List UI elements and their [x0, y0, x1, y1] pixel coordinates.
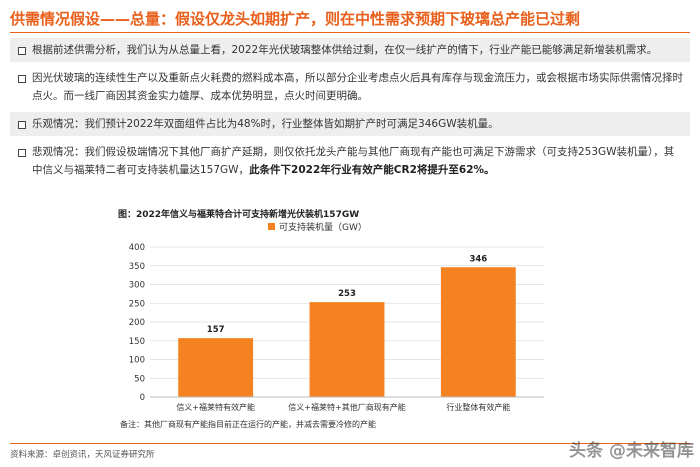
bullet-text: 悲观情况：我们假设极端情况下其他厂商扩产延期，则仅依托龙头产能与其他厂商现有产能… — [32, 146, 675, 176]
y-tick-label: 400 — [129, 243, 145, 253]
watermark: 头条 @未来智库 — [569, 441, 694, 461]
legend-label: 可支持装机量（GW） — [279, 221, 367, 233]
bar — [440, 267, 516, 397]
bullet-emphasis: 此条件下2022年行业有效产能CR2将提升至62%。 — [249, 164, 495, 176]
bar — [178, 338, 254, 397]
checkbox-bullet-icon — [18, 47, 26, 55]
page-title: 供需情况假设——总量：假设仅龙头如期扩产，则在中性需求预期下玻璃总产能已过剩 — [10, 10, 581, 28]
x-tick-label: 信义+福莱特+其他厂商现有产能 — [288, 402, 405, 412]
y-tick-label: 0 — [140, 393, 145, 403]
title-divider — [10, 32, 690, 33]
bar — [309, 302, 385, 397]
legend-swatch — [268, 223, 275, 230]
checkbox-bullet-icon — [18, 121, 26, 129]
bar-chart: 图：2022年信义与福莱特合计可支持新增光伏装机157GW 可支持装机量（GW）… — [118, 207, 550, 439]
chart-svg: 可支持装机量（GW） 0 50 100 150 200 250 300 350 400 157 信义+… — [120, 221, 544, 429]
x-tick-label: 信义+福莱特有效产能 — [176, 402, 255, 412]
bullet-text: 因光伏玻璃的连续性生产以及重新点火耗费的燃料成本高，所以部分企业考虑点火后具有库… — [32, 72, 683, 102]
bullet-text: 乐观情况：我们预计2022年双面组件占比为48%时，行业整体皆如期扩产时可满足3… — [32, 118, 499, 130]
bullet-text: 根据前述供需分析，我们认为从总量上看，2022年光伏玻璃整体供给过剩，在仅一线扩… — [32, 44, 658, 56]
bullet-item: 悲观情况：我们假设极端情况下其他厂商扩产延期，则仅依托龙头产能与其他厂商现有产能… — [10, 140, 690, 182]
chart-title: 图：2022年信义与福莱特合计可支持新增光伏装机157GW — [118, 210, 360, 220]
data-label: 253 — [338, 289, 356, 299]
checkbox-bullet-icon — [18, 75, 26, 83]
bullet-item: 根据前述供需分析，我们认为从总量上看，2022年光伏玻璃整体供给过剩，在仅一线扩… — [10, 38, 690, 62]
y-tick-label: 100 — [129, 356, 145, 366]
chart-note: 备注：其他厂商现有产能指目前正在运行的产能，并减去需要冷修的产能 — [120, 419, 376, 429]
y-tick-label: 150 — [129, 337, 145, 347]
data-label: 157 — [207, 325, 225, 335]
y-tick-label: 350 — [129, 262, 145, 272]
y-tick-label: 300 — [129, 281, 145, 291]
bullet-list: 根据前述供需分析，我们认为从总量上看，2022年光伏玻璃整体供给过剩，在仅一线扩… — [10, 38, 690, 186]
x-tick-label: 行业整体有效产能 — [446, 402, 510, 412]
checkbox-bullet-icon — [18, 149, 26, 157]
y-tick-label: 50 — [134, 374, 145, 384]
footer-divider — [10, 443, 690, 444]
bullet-item: 因光伏玻璃的连续性生产以及重新点火耗费的燃料成本高，所以部分企业考虑点火后具有库… — [10, 66, 690, 108]
source-note: 资料来源：卓创资讯，天风证券研究所 — [10, 450, 155, 460]
bullet-item: 乐观情况：我们预计2022年双面组件占比为48%时，行业整体皆如期扩产时可满足3… — [10, 112, 690, 136]
y-tick-label: 200 — [129, 318, 145, 328]
y-tick-label: 250 — [129, 299, 145, 309]
data-label: 346 — [469, 254, 487, 264]
